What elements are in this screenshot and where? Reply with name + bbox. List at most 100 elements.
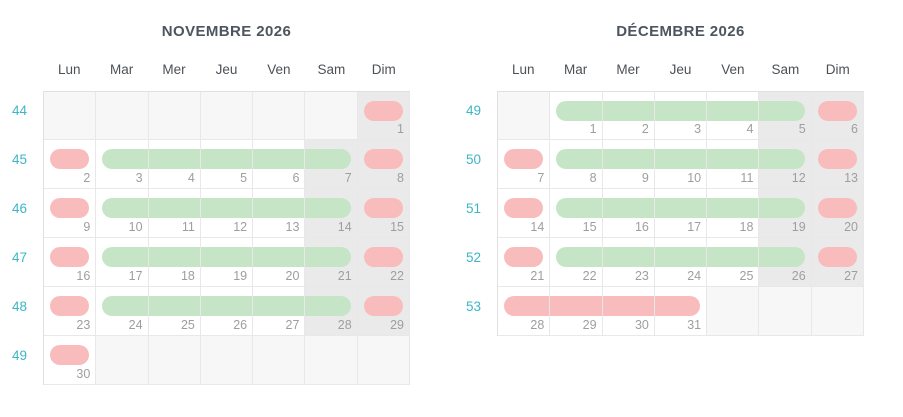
day-cell-20[interactable]: 20 — [253, 238, 306, 287]
day-cell-12[interactable]: 12 — [200, 189, 254, 238]
day-cell-11[interactable]: 11 — [148, 189, 201, 238]
day-cell-20[interactable]: 20 — [811, 189, 864, 238]
day-cell-22[interactable]: 22 — [357, 238, 410, 287]
day-cell-14[interactable]: 14 — [498, 189, 551, 238]
day-cell-6[interactable]: 6 — [811, 92, 864, 140]
day-cell-24[interactable]: 24 — [654, 238, 708, 287]
date-label: 8 — [397, 171, 404, 185]
day-cell-28[interactable]: 28 — [498, 287, 551, 336]
day-header-sam: Sam — [771, 62, 800, 77]
red-availability-bar — [550, 296, 602, 316]
red-availability-bar — [50, 149, 90, 169]
day-header-mer: Mer — [162, 62, 186, 77]
day-cell-22[interactable]: 22 — [550, 238, 603, 287]
day-cell-12[interactable]: 12 — [759, 140, 812, 189]
day-cell-19[interactable]: 19 — [200, 238, 254, 287]
day-cell-17[interactable]: 17 — [654, 189, 708, 238]
date-label: 15 — [390, 220, 404, 234]
day-cell-9[interactable]: 9 — [602, 140, 655, 189]
calendar-november: NOVEMBRE 2026 Lun Mar Mer Jeu Ven Sam Dim 44 1 4… — [0, 22, 410, 385]
week-cells: 1 2 3 4 5 6 — [497, 91, 864, 140]
calendar-title: DÉCEMBRE 2026 — [616, 23, 745, 40]
day-cell-19[interactable]: 19 — [759, 189, 812, 238]
day-cell-23[interactable]: 23 — [44, 287, 97, 336]
day-cell-30[interactable]: 30 — [44, 336, 97, 385]
day-cell-10[interactable]: 10 — [96, 189, 149, 238]
day-header-mar: Mar — [564, 62, 588, 77]
green-availability-bar — [759, 198, 805, 218]
date-label: 17 — [687, 220, 702, 234]
day-cell-9[interactable]: 9 — [44, 189, 97, 238]
day-cell-16[interactable]: 16 — [602, 189, 655, 238]
day-cell-15[interactable]: 15 — [550, 189, 603, 238]
week-number: 45 — [11, 152, 27, 167]
date-label: 24 — [687, 269, 702, 283]
day-cell-5[interactable]: 5 — [200, 140, 254, 189]
day-cell-18[interactable]: 18 — [148, 238, 201, 287]
day-cell-4[interactable]: 4 — [707, 92, 760, 140]
day-cell-2[interactable]: 2 — [602, 92, 655, 140]
green-availability-bar — [707, 247, 759, 267]
day-cell-7[interactable]: 7 — [498, 140, 551, 189]
date-label: 20 — [285, 269, 300, 283]
day-cell-8[interactable]: 8 — [357, 140, 410, 189]
day-cell-25[interactable]: 25 — [707, 238, 760, 287]
day-cell-3[interactable]: 3 — [654, 92, 708, 140]
date-label: 7 — [344, 171, 352, 185]
week-cells: 9 10 11 12 13 14 15 — [43, 189, 410, 238]
green-availability-bar — [148, 247, 200, 267]
calendar-december: DÉCEMBRE 2026 Lun Mar Mer Jeu Ven Sam Dim 49 1 2… — [454, 22, 864, 385]
day-cell-empty — [253, 336, 306, 385]
day-cell-10[interactable]: 10 — [654, 140, 708, 189]
date-label: 25 — [739, 269, 754, 283]
day-cell-14[interactable]: 14 — [305, 189, 358, 238]
green-availability-bar — [556, 149, 602, 169]
day-cell-27[interactable]: 27 — [811, 238, 864, 287]
red-availability-bar — [363, 198, 403, 218]
day-cell-24[interactable]: 24 — [96, 287, 149, 336]
date-label: 10 — [687, 171, 702, 185]
day-header-ven: Ven — [267, 62, 291, 77]
day-cell-1[interactable]: 1 — [357, 92, 410, 140]
day-cell-18[interactable]: 18 — [707, 189, 760, 238]
date-label: 18 — [739, 220, 754, 234]
date-label: 7 — [537, 171, 545, 185]
day-cell-29[interactable]: 29 — [357, 287, 410, 336]
day-cell-31[interactable]: 31 — [654, 287, 708, 336]
day-cell-13[interactable]: 13 — [811, 140, 864, 189]
red-availability-bar — [504, 296, 550, 316]
date-label: 2 — [641, 122, 649, 136]
day-cell-29[interactable]: 29 — [550, 287, 603, 336]
day-cell-4[interactable]: 4 — [148, 140, 201, 189]
day-cell-7[interactable]: 7 — [305, 140, 358, 189]
day-cell-23[interactable]: 23 — [602, 238, 655, 287]
week-number: 44 — [11, 103, 27, 118]
day-cell-17[interactable]: 17 — [96, 238, 149, 287]
day-cell-21[interactable]: 21 — [305, 238, 358, 287]
day-cell-8[interactable]: 8 — [550, 140, 603, 189]
day-cell-13[interactable]: 13 — [253, 189, 306, 238]
date-label: 2 — [83, 171, 91, 185]
day-cell-5[interactable]: 5 — [759, 92, 812, 140]
day-cell-11[interactable]: 11 — [707, 140, 760, 189]
day-cell-26[interactable]: 26 — [759, 238, 812, 287]
green-availability-bar — [602, 149, 654, 169]
day-cell-25[interactable]: 25 — [148, 287, 201, 336]
day-cell-16[interactable]: 16 — [44, 238, 97, 287]
day-cell-15[interactable]: 15 — [357, 189, 410, 238]
day-cell-empty — [498, 92, 551, 140]
day-cell-26[interactable]: 26 — [200, 287, 254, 336]
day-cell-1[interactable]: 1 — [550, 92, 603, 140]
day-cell-6[interactable]: 6 — [253, 140, 306, 189]
week-row: 47 16 17 18 19 20 21 22 — [0, 238, 410, 287]
date-label: 5 — [798, 122, 806, 136]
day-cell-30[interactable]: 30 — [602, 287, 655, 336]
day-cell-3[interactable]: 3 — [96, 140, 149, 189]
green-availability-bar — [759, 101, 805, 121]
day-cell-28[interactable]: 28 — [305, 287, 358, 336]
day-cell-2[interactable]: 2 — [44, 140, 97, 189]
date-label: 3 — [135, 171, 143, 185]
day-cell-27[interactable]: 27 — [253, 287, 306, 336]
day-cell-21[interactable]: 21 — [498, 238, 551, 287]
week-number: 51 — [465, 201, 481, 216]
